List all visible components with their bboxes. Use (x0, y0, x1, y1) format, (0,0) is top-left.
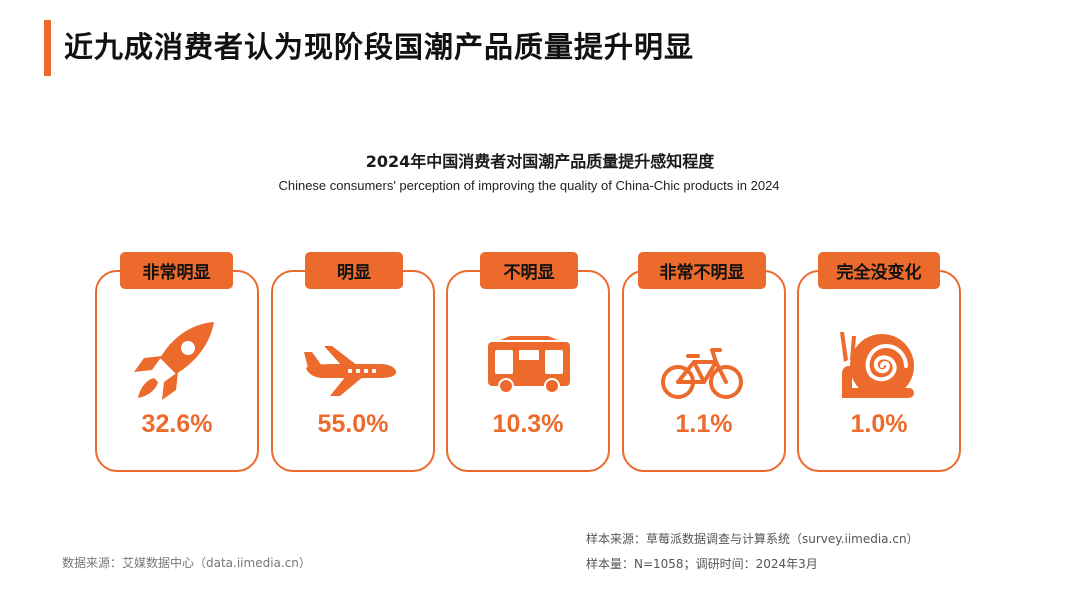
chart-title: 2024年中国消费者对国潮产品质量提升感知程度 (365, 152, 715, 171)
card-label: 完全没变化 (818, 252, 940, 289)
chart-subtitle: Chinese consumers' perception of improvi… (278, 178, 780, 193)
page-title: 近九成消费者认为现阶段国潮产品质量提升明显 (64, 30, 695, 64)
card-value: 55.0% (317, 410, 389, 438)
card-label: 非常不明显 (638, 252, 766, 289)
sample-source: 样本来源：草莓派数据调查与计算系统（survey.iimedia.cn） (586, 532, 919, 546)
title-accent-bar (44, 20, 51, 76)
card-value: 1.0% (850, 410, 908, 438)
sample-info-block: 样本来源：草莓派数据调查与计算系统（survey.iimedia.cn） 样本量… (586, 527, 919, 577)
card-label: 非常明显 (120, 252, 233, 289)
card-label: 明显 (305, 252, 403, 289)
sample-size: 样本量：N=1058；调研时间：2024年3月 (586, 557, 818, 571)
card-value: 32.6% (141, 410, 213, 438)
card-value: 10.3% (492, 410, 564, 438)
bus-icon (488, 336, 570, 394)
snail-icon (840, 332, 914, 398)
card-very-not-obvious (622, 270, 786, 472)
data-source: 数据来源：艾媒数据中心（data.iimedia.cn） (62, 556, 311, 570)
airplane-icon (304, 346, 396, 396)
card-label: 不明显 (480, 252, 578, 289)
rocket-icon (134, 322, 214, 400)
bicycle-icon (661, 348, 743, 399)
card-value: 1.1% (675, 410, 733, 438)
